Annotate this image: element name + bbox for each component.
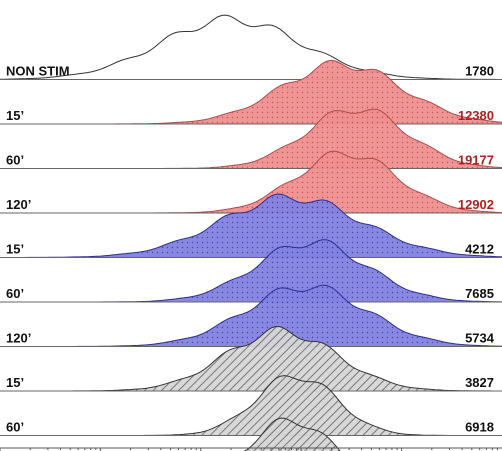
row-mfi-value-2: 19177	[458, 153, 494, 168]
row-mfi-value-3: 12902	[458, 197, 494, 212]
row-label-7: 15’	[6, 375, 24, 390]
row-label-8: 60’	[6, 420, 24, 435]
x-axis	[0, 447, 502, 451]
row-label-3: 120’	[6, 197, 31, 212]
row-values: 1780123801917712902421276855734382769186…	[458, 64, 495, 435]
row-label-2: 60’	[6, 153, 24, 168]
row-mfi-value-5: 7685	[465, 286, 494, 301]
histogram-rows	[0, 14, 502, 451]
row-label-0: NON STIM	[6, 64, 70, 79]
row-mfi-value-8: 6918	[465, 420, 494, 435]
histogram-baseline-0	[0, 14, 502, 80]
row-mfi-value-1: 12380	[458, 108, 494, 123]
row-label-4: 15’	[6, 242, 24, 257]
histogram-blue-4	[0, 193, 502, 258]
row-label-5: 60’	[6, 286, 24, 301]
row-mfi-value-7: 3827	[465, 375, 494, 390]
row-label-6: 120’	[6, 331, 31, 346]
histogram-gray-9	[244, 417, 341, 451]
row-mfi-value-6: 5734	[465, 331, 495, 346]
row-mfi-value-0: 1780	[465, 64, 494, 79]
row-mfi-value-4: 4212	[465, 242, 494, 257]
row-label-1: 15’	[6, 108, 24, 123]
